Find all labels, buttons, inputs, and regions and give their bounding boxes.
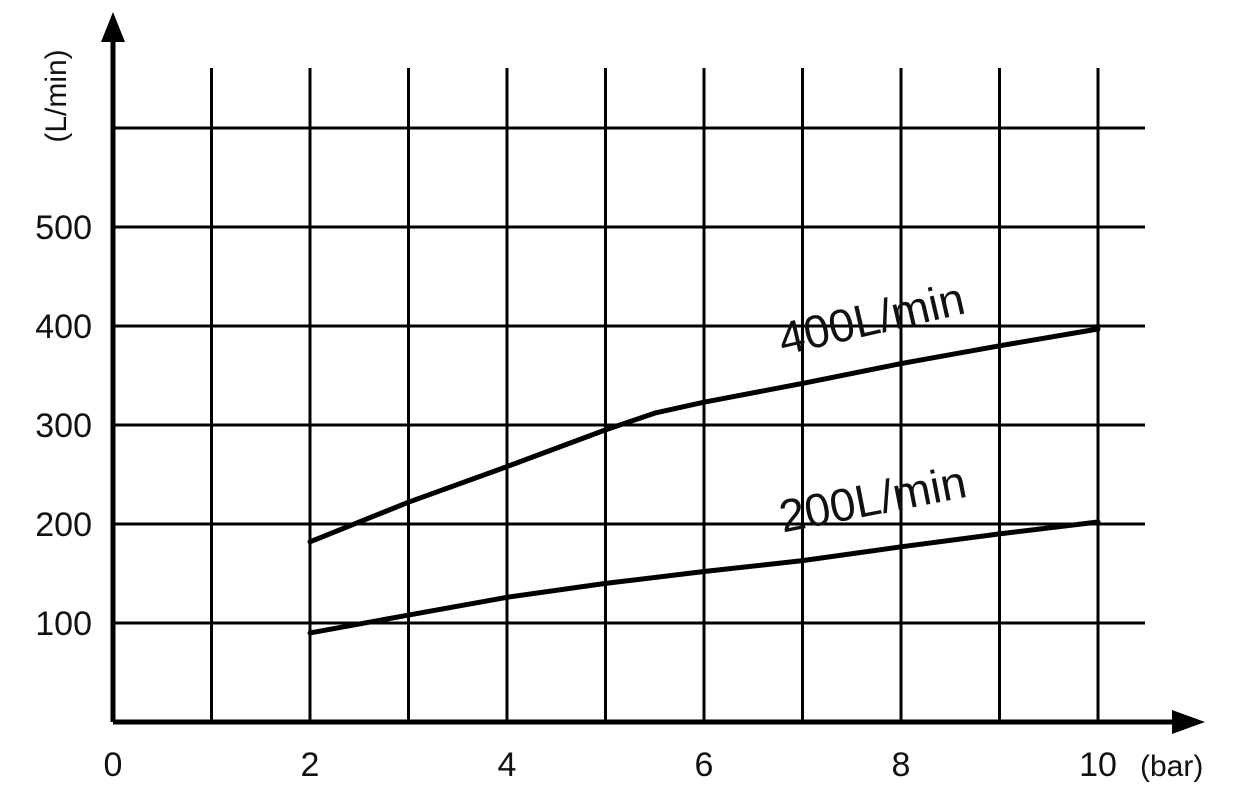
x-axis-title: (bar) xyxy=(1140,750,1203,783)
x-tick-label: 10 xyxy=(1079,746,1117,784)
series-lines xyxy=(307,326,1101,636)
x-tick-label: 4 xyxy=(498,746,517,784)
vertical-grid xyxy=(210,68,1100,722)
y-tick-label: 300 xyxy=(35,407,92,445)
y-tick-label: 500 xyxy=(35,209,92,247)
y-tick-label: 100 xyxy=(35,605,92,643)
x-axis-arrow xyxy=(1172,710,1205,734)
y-tick-label: 200 xyxy=(35,506,92,544)
y-tick-labels: 100 200 300 400 500 xyxy=(35,209,92,643)
x-tick-labels: 0 2 4 6 8 10 xyxy=(104,746,1117,784)
x-tick-label: 6 xyxy=(695,746,714,784)
axes xyxy=(101,12,1205,734)
horizontal-grid xyxy=(113,126,1145,625)
series-label-2: 200L/min xyxy=(775,455,971,542)
x-tick-label: 8 xyxy=(892,746,911,784)
series-line-1 xyxy=(307,326,1101,545)
series-line-2 xyxy=(307,519,1101,636)
x-tick-label: 0 xyxy=(104,746,123,784)
y-tick-label: 400 xyxy=(35,308,92,346)
x-tick-label: 2 xyxy=(301,746,320,784)
y-axis-arrow xyxy=(101,12,125,42)
y-axis-title: (L/min) xyxy=(40,49,73,142)
